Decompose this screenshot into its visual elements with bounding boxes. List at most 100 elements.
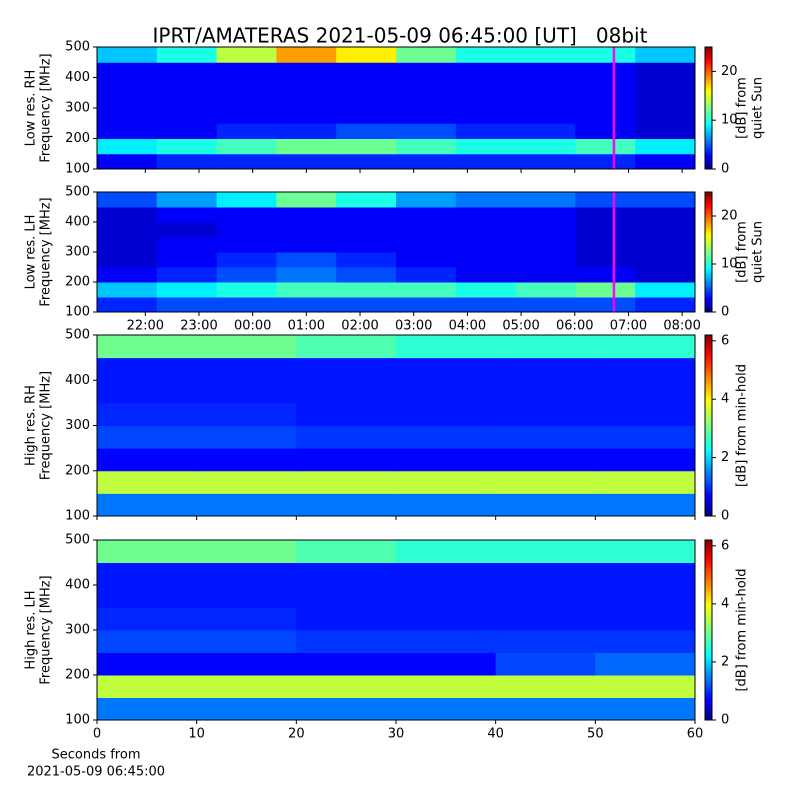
heatmap-cell bbox=[97, 652, 198, 676]
heatmap-cell bbox=[396, 222, 457, 238]
heatmap-cell bbox=[396, 123, 457, 139]
heatmap-cell bbox=[396, 282, 457, 298]
heatmap-cell bbox=[276, 47, 337, 63]
y-axis-label: Frequency [MHz] bbox=[39, 197, 54, 306]
x-tick-label: 01:00 bbox=[288, 319, 325, 334]
colorbar bbox=[704, 539, 713, 721]
heatmap-cell bbox=[595, 562, 696, 586]
y-tick-label: 300 bbox=[65, 101, 90, 116]
heatmap-cell bbox=[515, 192, 576, 208]
heatmap-cell bbox=[595, 493, 696, 517]
heatmap-cell bbox=[296, 380, 397, 404]
heatmap-cell bbox=[595, 652, 696, 676]
heatmap-cell bbox=[495, 585, 596, 608]
heatmap-cell bbox=[635, 222, 696, 238]
y-tick-label: 400 bbox=[65, 578, 90, 593]
x-tick-label: 03:00 bbox=[395, 319, 432, 334]
heatmap-cell bbox=[396, 425, 497, 449]
heatmap-cell bbox=[495, 652, 596, 676]
heatmap-cell bbox=[495, 402, 596, 426]
heatmap-cell bbox=[575, 252, 636, 268]
heatmap-cell bbox=[156, 282, 218, 298]
y-axis-label: Low res. RH bbox=[24, 70, 39, 147]
heatmap-cell bbox=[396, 402, 497, 426]
heatmap-cell bbox=[276, 252, 337, 268]
heatmap-cell bbox=[515, 77, 576, 94]
heatmap-cell bbox=[97, 123, 158, 139]
heatmap-cell bbox=[495, 493, 596, 517]
heatmap-cell bbox=[216, 282, 277, 298]
heatmap-cell bbox=[495, 448, 596, 472]
heatmap-cell bbox=[196, 697, 297, 721]
heatmap-cell bbox=[276, 237, 337, 253]
x-tick-label: 00:00 bbox=[234, 319, 271, 334]
heatmap-cell bbox=[97, 493, 198, 517]
y-tick-label: 500 bbox=[65, 328, 90, 343]
colorbar-label: quiet Sun bbox=[751, 77, 766, 139]
heatmap-cell bbox=[196, 652, 297, 676]
heatmap-cell bbox=[97, 470, 198, 494]
heatmap-cell bbox=[455, 237, 517, 253]
heatmap-cell bbox=[635, 282, 696, 298]
colorbar bbox=[704, 334, 713, 517]
heatmap-cell bbox=[495, 380, 596, 404]
heatmap-cell bbox=[296, 402, 397, 426]
heatmap-cell bbox=[396, 237, 457, 253]
heatmap-cell bbox=[156, 192, 218, 208]
heatmap-cell bbox=[97, 697, 198, 721]
heatmap-cell bbox=[595, 402, 696, 426]
heatmap-cell bbox=[296, 540, 397, 563]
y-tick-label: 400 bbox=[65, 70, 90, 85]
heatmap-cell bbox=[336, 252, 397, 268]
heatmap-cell bbox=[336, 282, 397, 298]
heatmap-cell bbox=[276, 282, 337, 298]
y-tick-label: 100 bbox=[65, 305, 90, 320]
heatmap-cell bbox=[336, 153, 397, 170]
heatmap-cell bbox=[97, 92, 158, 109]
y-axis-label: High res. RH bbox=[24, 385, 39, 466]
heatmap-cell bbox=[296, 585, 397, 608]
heatmap-cell bbox=[515, 123, 576, 139]
y-tick-label: 300 bbox=[65, 245, 90, 260]
y-axis-label: High res. LH bbox=[24, 590, 39, 669]
x-axis-label: Seconds from bbox=[51, 748, 140, 763]
x-tick-label: 20 bbox=[288, 727, 305, 742]
heatmap-cell bbox=[216, 138, 277, 155]
heatmap-cell bbox=[296, 652, 397, 676]
heatmap-cell bbox=[296, 675, 397, 698]
heatmap-cell bbox=[455, 92, 517, 109]
heatmap-cell bbox=[515, 47, 576, 63]
heatmap-cell bbox=[635, 62, 696, 78]
heatmap-cell bbox=[396, 652, 497, 676]
heatmap-cell bbox=[276, 138, 337, 155]
x-tick-label: 40 bbox=[487, 727, 504, 742]
heatmap-cell bbox=[396, 380, 497, 404]
y-tick-label: 300 bbox=[65, 418, 90, 433]
heatmap-cell bbox=[156, 237, 218, 253]
y-tick-label: 200 bbox=[65, 275, 90, 290]
heatmap-cell bbox=[575, 267, 636, 283]
heatmap-cell bbox=[276, 153, 337, 170]
heatmap-cell bbox=[635, 92, 696, 109]
heatmap-cell bbox=[156, 92, 218, 109]
heatmap-cell bbox=[296, 562, 397, 586]
colorbar-tick-label: 10 bbox=[721, 113, 738, 128]
heatmap-cell bbox=[97, 138, 158, 155]
heatmap-cell bbox=[495, 562, 596, 586]
heatmap-cell bbox=[396, 207, 457, 223]
heatmap-cell bbox=[216, 92, 277, 109]
heatmap-cell bbox=[495, 607, 596, 631]
y-tick-label: 100 bbox=[65, 162, 90, 177]
y-tick-label: 500 bbox=[65, 533, 90, 548]
heatmap-cell bbox=[575, 237, 636, 253]
heatmap-cell bbox=[336, 267, 397, 283]
heatmap-cell bbox=[216, 237, 277, 253]
heatmap-cell bbox=[396, 108, 457, 124]
x-tick-label: 0 bbox=[93, 727, 101, 742]
heatmap-cell bbox=[515, 108, 576, 124]
heatmap-cell bbox=[97, 207, 158, 223]
heatmap-cell bbox=[196, 425, 297, 449]
colorbar-label: [dB] from bbox=[735, 77, 750, 139]
heatmap-cell bbox=[296, 697, 397, 721]
heatmap-cell bbox=[216, 252, 277, 268]
